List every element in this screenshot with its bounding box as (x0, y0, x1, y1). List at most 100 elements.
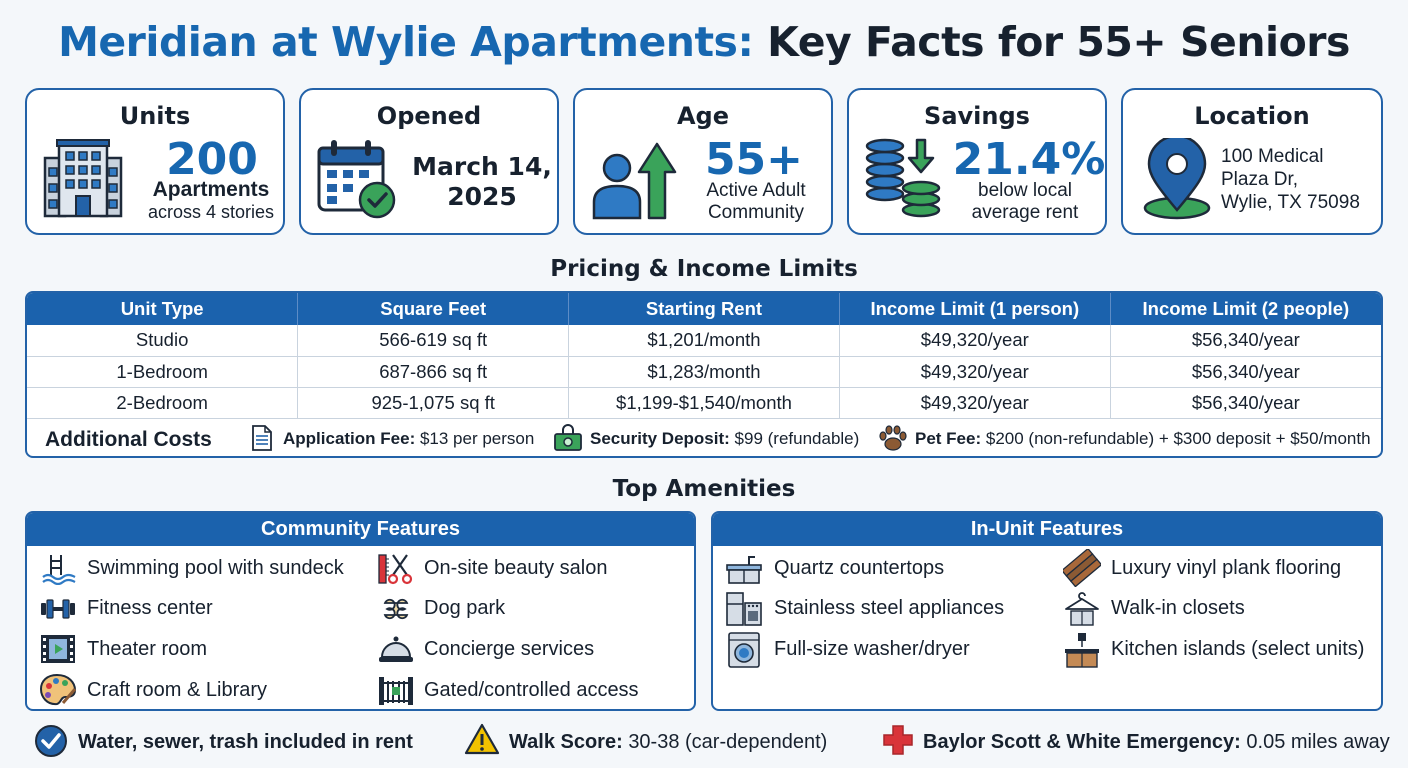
amenity-item: Full-size washer/dryer (774, 638, 970, 660)
opened-line-2: 2025 (447, 182, 517, 211)
title-part-2: Key Facts for 55+ Seniors (767, 18, 1350, 66)
map-pin-icon (1143, 138, 1211, 220)
walk-score: Walk Score: 30-38 (car-dependent) (509, 731, 827, 754)
location-line-3: Wylie, TX 75098 (1221, 192, 1360, 213)
opened-line-1: March 14, (412, 152, 552, 181)
security-deposit-value: $99 (refundable) (734, 429, 860, 448)
opened-card-title: Opened (376, 102, 482, 130)
amenity-item: Fitness center (87, 597, 213, 619)
calendar-check-icon (317, 140, 396, 219)
application-fee-value: $13 per person (419, 429, 535, 448)
savings-value: 21.4% (952, 134, 1106, 185)
pool-ladder-icon (42, 555, 76, 585)
in-unit-features-panel: In-Unit Features Quartz countertops Stai… (711, 511, 1383, 711)
amenity-item: Swimming pool with sundeck (87, 557, 344, 579)
units-card: Units 200 Apartments across 4 stories (25, 88, 285, 235)
table-cell: 925-1,075 sq ft (297, 387, 570, 419)
security-deposit: Security Deposit: $99 (refundable) (590, 429, 859, 449)
coin-stacks-icon (865, 138, 941, 218)
hospital-distance: Baylor Scott & White Emergency: 0.05 mil… (923, 731, 1390, 754)
table-cell: Studio (27, 325, 299, 357)
table-row: 2-Bedroom 925-1,075 sq ft $1,199-$1,540/… (27, 387, 1381, 419)
warning-triangle-icon (464, 723, 500, 755)
table-cell: $49,320/year (839, 325, 1111, 357)
wood-plank-icon (1063, 549, 1101, 587)
key-facts-row: Units 200 Apartments across 4 stories Op… (25, 88, 1383, 235)
table-cell: $49,320/year (839, 387, 1111, 419)
pet-fee-label: Pet Fee: (915, 429, 982, 448)
pricing-section-title: Pricing & Income Limits (550, 256, 858, 282)
table-cell: $56,340/year (1110, 387, 1381, 419)
person-growth-arrow-icon (592, 142, 677, 220)
age-card-title: Age (676, 102, 730, 130)
application-fee: Application Fee: $13 per person (283, 429, 534, 449)
table-cell: $1,199-$1,540/month (568, 387, 840, 419)
hospital-label: Baylor Scott & White Emergency: (923, 731, 1241, 753)
walk-score-label: Walk Score: (509, 731, 623, 753)
pet-fee: Pet Fee: $200 (non-refundable) + $300 de… (915, 429, 1371, 449)
amenity-item: Stainless steel appliances (774, 597, 1005, 619)
title-part-1: Meridian at Wylie Apartments: (58, 18, 754, 66)
pet-fee-value: $200 (non-refundable) + $300 deposit + $… (985, 429, 1371, 448)
amenity-item: Luxury vinyl plank flooring (1111, 557, 1342, 579)
amenity-item: Concierge services (424, 638, 595, 660)
application-fee-label: Application Fee: (283, 429, 416, 448)
table-cell: 2-Bedroom (27, 387, 299, 419)
savings-card-title: Savings (924, 102, 1030, 130)
col-starting-rent: Starting Rent (568, 293, 840, 325)
table-cell: $1,283/month (568, 356, 840, 388)
hanger-closet-icon (1065, 592, 1099, 626)
age-value: 55+ (704, 134, 804, 185)
amenity-item: Theater room (87, 638, 208, 660)
security-deposit-label: Security Deposit: (590, 429, 730, 448)
table-row: 1-Bedroom 687-866 sq ft $1,283/month $49… (27, 356, 1381, 388)
paw-print-icon (879, 425, 907, 451)
appliances-icon (726, 592, 762, 626)
units-line-1: Apartments (152, 178, 270, 201)
table-cell: 687-866 sq ft (297, 356, 570, 388)
amenity-item: Walk-in closets (1111, 597, 1245, 619)
apartment-building-icon (43, 139, 123, 218)
units-card-title: Units (119, 102, 191, 130)
amenity-item: Dog park (424, 597, 506, 619)
check-circle-icon (35, 725, 67, 757)
col-square-feet: Square Feet (297, 293, 570, 325)
amenity-item: Craft room & Library (87, 679, 268, 701)
col-income-limit-2: Income Limit (2 people) (1110, 293, 1381, 325)
pricing-table-panel: Unit Type Square Feet Starting Rent Inco… (25, 291, 1383, 458)
location-line-2: Plaza Dr, (1221, 169, 1299, 190)
table-cell: 566-619 sq ft (297, 325, 570, 357)
age-card: Age 55+ Active Adult Community (573, 88, 833, 235)
community-features-panel: Community Features Swimming pool with su… (25, 511, 696, 711)
age-line-1: Active Adult (706, 180, 806, 201)
amenities-section-title: Top Amenities (612, 476, 796, 502)
pricing-header-row: Unit Type Square Feet Starting Rent Inco… (27, 293, 1381, 325)
amenity-item: Kitchen islands (select units) (1111, 638, 1365, 660)
location-card-title: Location (1194, 102, 1310, 130)
additional-costs-label: Additional Costs (45, 428, 212, 451)
community-features-header: Community Features (27, 513, 694, 546)
table-cell: $56,340/year (1110, 356, 1381, 388)
kitchen-sink-icon (726, 556, 762, 584)
amenity-item: Quartz countertops (774, 557, 945, 579)
table-cell: $1,201/month (568, 325, 840, 357)
utilities-note: Water, sewer, trash included in rent (78, 731, 413, 753)
film-strip-icon (41, 635, 75, 663)
age-line-2: Community (707, 202, 805, 223)
gate-icon (379, 677, 413, 705)
units-value: 200 (166, 134, 258, 185)
scissors-comb-icon (378, 554, 413, 585)
kitchen-island-icon (1065, 633, 1099, 668)
amenity-item: On-site beauty salon (424, 557, 608, 579)
walk-score-value: 30-38 (car-dependent) (628, 731, 828, 753)
service-bell-icon (379, 636, 413, 662)
dog-bone-icon (383, 598, 409, 620)
table-cell: $56,340/year (1110, 325, 1381, 357)
col-income-limit-1: Income Limit (1 person) (839, 293, 1111, 325)
money-lock-icon (554, 424, 582, 451)
savings-line-2: average rent (971, 202, 1079, 223)
amenity-item: Gated/controlled access (424, 679, 639, 701)
hospital-value: 0.05 miles away (1246, 731, 1390, 753)
document-icon (252, 425, 272, 451)
page-title: Meridian at Wylie Apartments: Key Facts … (0, 18, 1408, 66)
